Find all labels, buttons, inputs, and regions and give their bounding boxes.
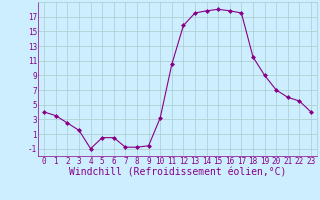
X-axis label: Windchill (Refroidissement éolien,°C): Windchill (Refroidissement éolien,°C) xyxy=(69,168,286,178)
